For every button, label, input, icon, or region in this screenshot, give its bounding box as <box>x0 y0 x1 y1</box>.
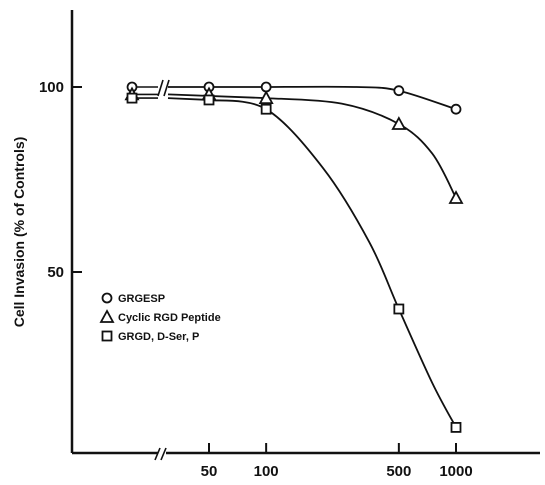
series-2 <box>124 86 464 204</box>
legend-label: GRGD, D-Ser, P <box>118 331 199 343</box>
y-ticks: 100 50 <box>39 79 82 281</box>
data-point <box>393 85 405 97</box>
y-axis-label: Cell Invasion (% of Controls) <box>11 137 27 328</box>
x-tick-label: 500 <box>386 463 411 480</box>
series-line <box>167 97 457 428</box>
data-point <box>260 103 272 115</box>
legend-marker <box>99 309 115 323</box>
legend: GRGESP Cyclic RGD Peptide GRGD, D-Ser, P <box>99 292 221 343</box>
y-tick-label: 50 <box>47 264 64 281</box>
y-tick-label: 100 <box>39 79 64 96</box>
x-ticks: 50 100 500 1000 <box>201 443 473 480</box>
legend-label: Cyclic RGD Peptide <box>118 312 221 324</box>
legend-label: GRGESP <box>118 293 165 305</box>
series-1 <box>126 81 462 115</box>
data-point <box>391 116 407 130</box>
x-tick-label: 100 <box>254 463 279 480</box>
data-point-control <box>126 92 138 104</box>
series-line <box>167 93 457 199</box>
x-tick-label: 1000 <box>439 463 472 480</box>
series-line <box>168 85 457 111</box>
series-line-break <box>157 79 170 97</box>
data-point <box>450 103 462 115</box>
data-point <box>258 90 274 104</box>
data-point <box>450 421 462 433</box>
legend-marker <box>101 330 113 342</box>
series-3 <box>126 92 462 433</box>
data-point <box>393 303 405 315</box>
series-layer <box>124 81 464 433</box>
legend-marker <box>101 292 113 304</box>
data-point <box>448 190 464 204</box>
data-point <box>203 94 215 106</box>
data-point <box>260 81 272 93</box>
x-axis-break <box>154 447 167 461</box>
x-tick-label: 50 <box>201 463 218 480</box>
